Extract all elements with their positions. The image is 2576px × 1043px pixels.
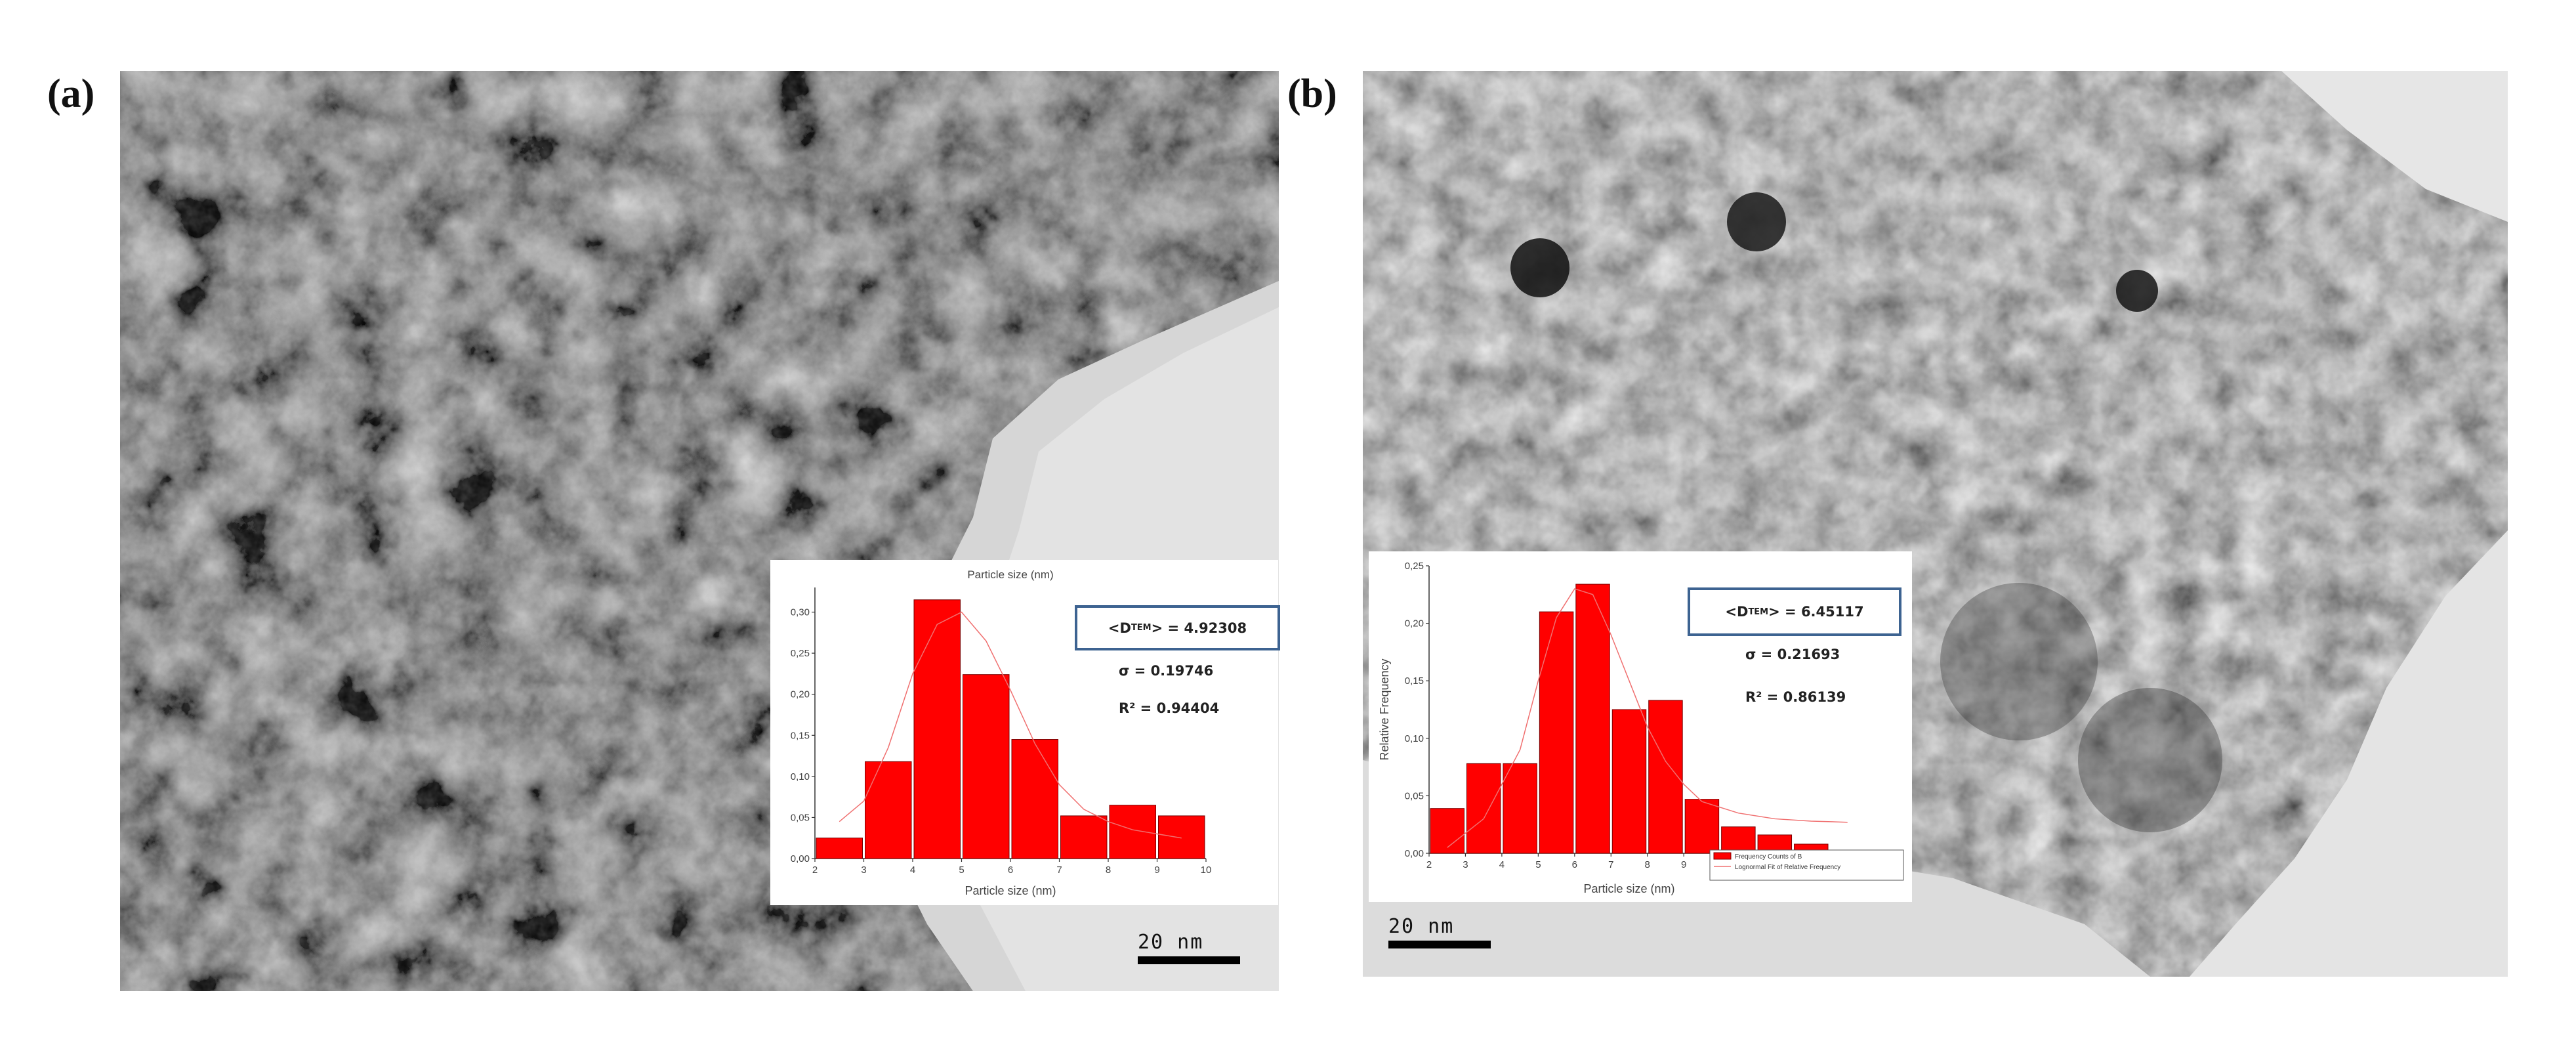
bar-a — [913, 599, 961, 859]
histogram-chart-b: 23456789101112130,000,050,100,150,200,25… — [1378, 561, 1904, 895]
d-tem-value-a: > = 4.92308 — [1151, 620, 1247, 636]
scale-bar-line-a — [1138, 956, 1240, 964]
legend-box-b — [1709, 849, 1904, 881]
histogram-chart-a: 2 3 4 5 6 7 8 9 10 0,00 0,05 0,10 0,15 0,20 0,25 0,30 Pa… — [791, 568, 1212, 897]
bar-b — [1684, 799, 1720, 854]
x-tick-label-b: 4 — [1499, 859, 1505, 870]
bar-a — [963, 674, 1010, 859]
bar-b — [1611, 709, 1647, 854]
bar-b — [1430, 808, 1465, 854]
d-tem-sub-b: TEM — [1748, 607, 1769, 617]
x-tick-label-a: 6 — [1008, 864, 1013, 876]
x-tick-label-b: 3 — [1463, 859, 1468, 870]
fit-curve-b — [1447, 588, 1848, 848]
x-tick-label-b: 9 — [1681, 859, 1686, 870]
d-tem-prefix-a: <D — [1108, 620, 1131, 636]
x-tick-label-a: 2 — [812, 864, 818, 876]
x-tick-label-b: 5 — [1535, 859, 1541, 870]
chart-title-a: Particle size (nm) — [967, 568, 1053, 581]
x-tick-label-b: 6 — [1572, 859, 1577, 870]
scale-bar-label-a: 20 nm — [1138, 931, 1204, 954]
y-tick-label-a: 0,00 — [791, 853, 810, 864]
panel-label-b: (b) — [1287, 72, 1337, 116]
bar-a — [1109, 805, 1156, 859]
y-tick-label-a: 0,15 — [791, 730, 810, 741]
sigma-label-a: σ = 0.19746 — [1119, 663, 1214, 679]
x-tick-label-a: 10 — [1201, 864, 1212, 876]
x-tick-label-b: 2 — [1426, 859, 1432, 870]
x-tick-label-a: 8 — [1106, 864, 1111, 876]
y-tick-label-a: 0,25 — [791, 648, 810, 659]
bar-b — [1575, 584, 1610, 854]
x-axis-label-a: Particle size (nm) — [965, 884, 1056, 897]
bar-b — [1503, 763, 1537, 854]
d-tem-box-a: <D TEM > = 4.92308 — [1075, 605, 1280, 650]
x-tick-label-a: 5 — [959, 864, 964, 876]
fit-curve-a — [839, 611, 1182, 839]
y-tick-label-b: 0,05 — [1405, 790, 1424, 801]
legend-entry-b: Frequency Counts of B — [1735, 853, 1802, 861]
sigma-label-b: σ = 0.21693 — [1745, 647, 1840, 662]
y-tick-label-a: 0,20 — [791, 689, 810, 700]
bar-b — [1539, 611, 1574, 854]
d-tem-box-b: <D TEM > = 6.45117 — [1688, 587, 1901, 636]
scale-bar-a: 20 nm — [1138, 931, 1240, 964]
panel-label-a: (a) — [47, 72, 95, 116]
bar-a — [1158, 815, 1205, 859]
scale-bar-label-b: 20 nm — [1388, 915, 1455, 938]
bar-a — [1060, 815, 1108, 859]
x-tick-label-a: 3 — [861, 864, 866, 876]
r2-label-a: R² = 0.94404 — [1119, 700, 1220, 716]
y-tick-label-b: 0,20 — [1405, 618, 1424, 629]
x-tick-label-b: 8 — [1645, 859, 1650, 870]
y-tick-label-a: 0,10 — [791, 771, 810, 782]
d-tem-value-b: > = 6.45117 — [1768, 604, 1864, 620]
bar-a — [816, 838, 863, 859]
bar-a — [865, 761, 912, 859]
d-tem-sub-a: TEM — [1131, 623, 1152, 633]
x-tick-label-a: 4 — [910, 864, 915, 876]
bar-b — [1721, 826, 1756, 854]
bar-a — [1011, 739, 1058, 859]
y-tick-label-a: 0,05 — [791, 812, 810, 823]
bar-b — [1648, 700, 1683, 854]
y-tick-label-b: 0,00 — [1405, 848, 1424, 859]
y-tick-label-b: 0,25 — [1405, 561, 1424, 572]
r2-label-b: R² = 0.86139 — [1745, 689, 1846, 705]
y-tick-label-a: 0,30 — [791, 607, 810, 618]
d-tem-prefix-b: <D — [1725, 604, 1749, 620]
bar-b — [1466, 763, 1501, 854]
legend-swatch-bar-b — [1713, 852, 1732, 860]
y-axis-label-b: Relative Frequency — [1378, 658, 1391, 760]
x-tick-label-a: 7 — [1056, 864, 1062, 876]
scale-bar-b: 20 nm — [1388, 915, 1491, 948]
scale-bar-line-b — [1388, 941, 1491, 948]
x-axis-label-b: Particle size (nm) — [1583, 882, 1674, 895]
x-tick-label-b: 7 — [1608, 859, 1613, 870]
legend-entry-b: Lognormal Fit of Relative Frequency — [1735, 864, 1840, 871]
y-tick-label-b: 0,15 — [1405, 675, 1424, 687]
y-tick-label-b: 0,10 — [1405, 733, 1424, 744]
x-tick-label-a: 9 — [1154, 864, 1159, 876]
